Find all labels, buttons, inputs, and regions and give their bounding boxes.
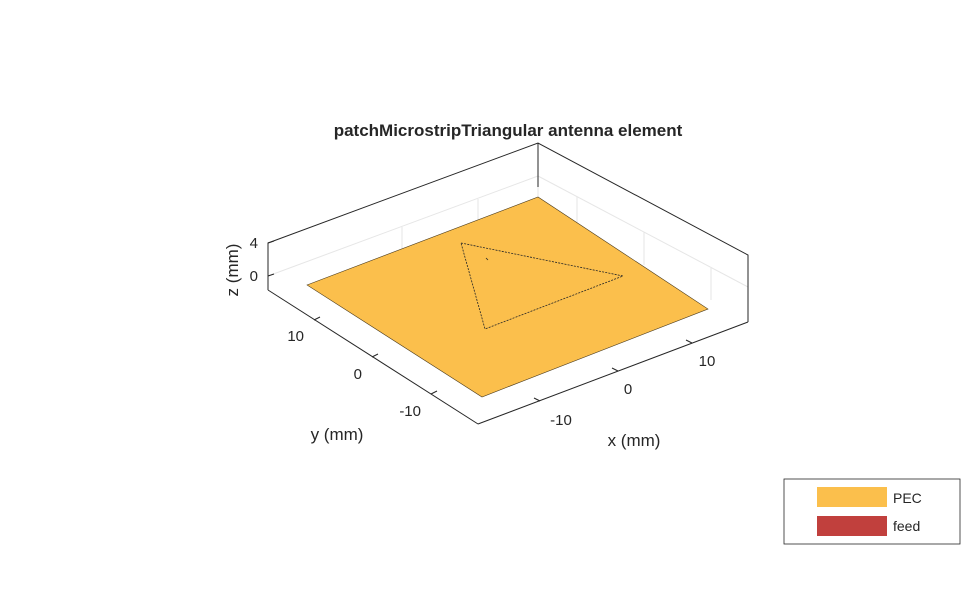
x-tick-label: -10 [550,412,572,429]
x-axis [533,339,693,402]
z-axis-label: z (mm) [223,244,242,297]
z-axis [267,240,275,277]
legend-swatch-pec [817,487,887,507]
ground-plane [306,196,709,398]
z-tick-label: 4 [250,235,258,252]
y-axis [313,316,438,395]
grid-lines [267,175,749,300]
x-tick-label: 0 [624,381,632,398]
x-axis-label: x (mm) [608,431,661,450]
y-tick-label: 0 [354,366,362,383]
legend-label-pec: PEC [893,490,922,506]
z-tick-label: 0 [250,268,258,285]
legend: PEC feed [783,478,961,545]
y-tick-label: -10 [399,403,421,420]
legend-swatch-feed [817,516,887,536]
y-tick-label: 10 [287,328,304,345]
y-axis-label: y (mm) [311,425,364,444]
chart-title: patchMicrostripTriangular antenna elemen… [334,121,683,140]
x-tick-label: 10 [699,353,716,370]
legend-label-feed: feed [893,518,920,534]
feed-point [485,257,489,261]
